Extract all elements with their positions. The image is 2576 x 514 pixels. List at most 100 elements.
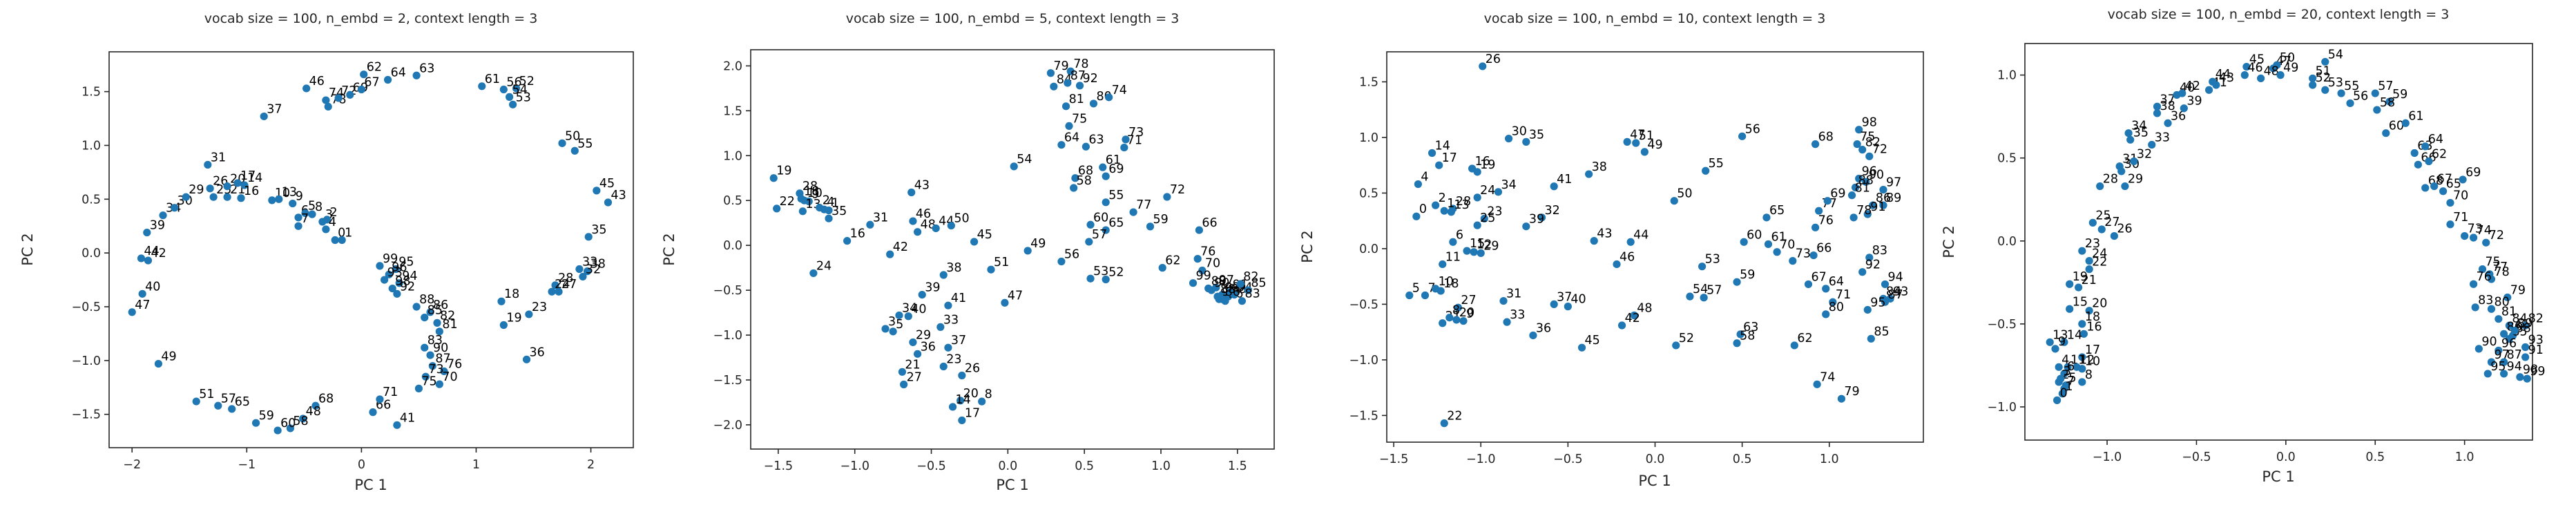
data-point xyxy=(1432,285,1440,293)
point-label: 71 xyxy=(2453,211,2468,225)
point-label: 42 xyxy=(893,240,908,254)
data-point xyxy=(393,289,401,298)
point-label: 60 xyxy=(280,417,296,430)
data-point xyxy=(1412,212,1421,220)
data-point xyxy=(2495,346,2503,354)
x-axis-label: PC 1 xyxy=(1638,473,1671,489)
point-label: 15 xyxy=(1470,237,1485,251)
point-label: 83 xyxy=(1244,287,1260,301)
point-label: 44 xyxy=(144,245,160,258)
data-point xyxy=(1082,142,1090,151)
point-label: 82 xyxy=(2528,312,2544,325)
point-label: 79 xyxy=(1844,385,1859,399)
data-point xyxy=(2459,175,2467,184)
point-label: 5 xyxy=(896,318,903,332)
data-point xyxy=(1120,143,1128,152)
data-point xyxy=(2085,257,2093,265)
data-point xyxy=(286,424,295,432)
data-point xyxy=(1879,201,1887,209)
data-point xyxy=(2064,363,2072,371)
point-label: 58 xyxy=(293,415,308,428)
point-label: 36 xyxy=(921,340,936,354)
point-label: 4 xyxy=(329,216,336,229)
data-point xyxy=(2446,220,2454,229)
x-tick-label: −1 xyxy=(238,458,256,472)
point-label: 84 xyxy=(2512,312,2527,325)
point-label: 29 xyxy=(916,328,931,342)
point-label: 31 xyxy=(873,211,888,225)
data-point xyxy=(260,112,268,121)
point-label: 93 xyxy=(2528,334,2544,348)
data-point xyxy=(2078,320,2086,328)
point-label: 41 xyxy=(1557,173,1572,187)
data-point xyxy=(294,222,302,230)
point-label: 94 xyxy=(1888,270,1903,284)
data-point xyxy=(2148,140,2156,149)
point-label: 23 xyxy=(532,301,547,314)
point-label: 80 xyxy=(1829,301,1844,314)
data-point xyxy=(440,367,448,376)
data-point xyxy=(393,421,401,429)
point-label: 87 xyxy=(1888,288,1903,302)
point-label: 56 xyxy=(1064,248,1079,262)
data-point xyxy=(2487,358,2496,366)
point-label: 50 xyxy=(2280,51,2295,65)
data-point xyxy=(1064,79,1072,87)
data-point xyxy=(1198,266,1207,275)
data-point xyxy=(944,343,952,352)
x-tick-label: 0.5 xyxy=(2365,450,2385,464)
data-point xyxy=(2521,321,2530,330)
point-label: 92 xyxy=(1083,72,1098,86)
data-point xyxy=(2110,231,2119,240)
point-label: 90 xyxy=(1869,168,1884,182)
point-label: 87 xyxy=(2507,348,2522,362)
point-label: 43 xyxy=(2219,71,2234,85)
data-point xyxy=(2401,119,2410,127)
point-label: 7 xyxy=(2067,375,2075,389)
point-label: 51 xyxy=(199,388,214,401)
data-point xyxy=(2474,345,2483,353)
point-label: 19 xyxy=(506,311,521,325)
data-point xyxy=(895,311,903,320)
x-tick-label: −1.0 xyxy=(2093,450,2122,464)
data-point xyxy=(1146,222,1155,231)
data-point xyxy=(1057,141,1066,149)
point-label: 52 xyxy=(519,75,535,88)
data-point xyxy=(1865,152,1874,160)
point-label: 27 xyxy=(561,278,577,292)
point-label: 71 xyxy=(1836,288,1851,302)
point-label: 81 xyxy=(442,318,457,332)
panel-nembd-10: vocab size = 100, n_embd = 10, context l… xyxy=(1288,0,1934,514)
data-point xyxy=(2178,89,2186,97)
y-tick-label: 0.5 xyxy=(1997,152,2017,166)
data-point xyxy=(939,362,948,371)
data-point xyxy=(159,211,167,220)
point-label: 19 xyxy=(1480,158,1495,172)
point-label: 51 xyxy=(2316,64,2331,78)
chart-title: vocab size = 100, n_embd = 10, context l… xyxy=(1483,11,1826,26)
data-point xyxy=(1504,134,1513,143)
point-label: 73 xyxy=(1796,247,1811,261)
data-point xyxy=(1829,298,1837,306)
data-point xyxy=(1849,213,1858,222)
point-label: 33 xyxy=(2155,131,2170,145)
point-label: 82 xyxy=(1865,136,1881,150)
point-label: 60 xyxy=(1093,211,1108,225)
data-point xyxy=(1440,419,1448,428)
point-label: 87 xyxy=(435,352,450,366)
point-label: 73 xyxy=(2468,222,2483,236)
data-point xyxy=(301,209,309,218)
point-label: 75 xyxy=(1072,112,1087,126)
data-point xyxy=(1244,286,1252,294)
point-label: 82 xyxy=(440,309,455,323)
data-point xyxy=(1435,161,1443,169)
point-label: 27 xyxy=(1461,294,1476,307)
point-label: 39 xyxy=(1529,213,1544,227)
data-point xyxy=(2273,61,2281,69)
data-point xyxy=(1440,207,1448,215)
data-point xyxy=(412,71,421,79)
data-point xyxy=(1585,170,1593,178)
x-tick-label: −2 xyxy=(123,458,141,472)
point-label: 57 xyxy=(1092,228,1107,242)
data-point xyxy=(2058,390,2066,398)
